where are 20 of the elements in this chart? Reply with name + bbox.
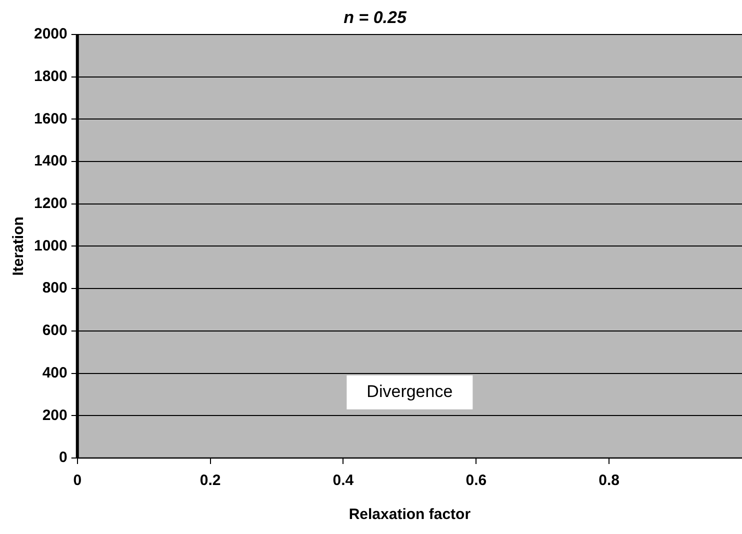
chart-title: n = 0.25 [344,8,407,27]
y-tick-label: 200 [42,406,68,424]
y-tick-label: 600 [42,322,68,340]
band-label: Divergence [366,382,453,402]
y-tick-label: 800 [42,280,68,297]
x-axis-title: Relaxation factor [348,506,471,524]
y-tick-label: 400 [42,364,68,382]
y-tick-label: 2000 [34,26,68,43]
y-axis-title: Iteration [10,216,28,276]
y-tick-label: 1200 [34,194,68,212]
y-tick-label: 1800 [34,68,68,85]
y-tick-label: 1600 [34,110,68,128]
x-tick-label: 0.8 [598,472,620,490]
x-tick-label: 0.2 [200,472,221,490]
x-tick-label: 0.6 [466,472,487,490]
y-tick-label: 1400 [34,152,68,170]
y-tick-label: 0 [59,449,68,466]
x-tick-label: 0 [73,472,82,490]
y-tick-label: 1000 [34,237,68,254]
x-tick-label: 0.4 [332,472,354,490]
